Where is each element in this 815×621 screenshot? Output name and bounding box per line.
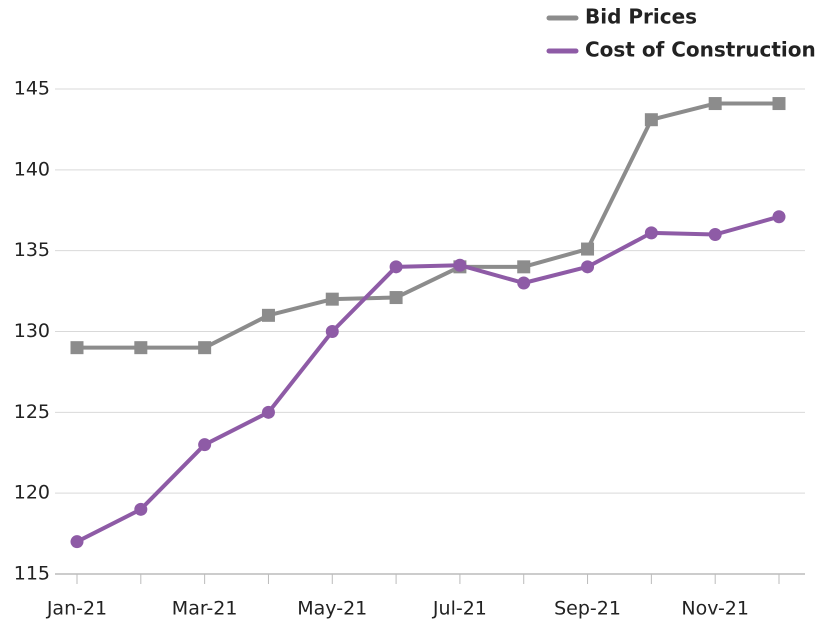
- legend-label: Cost of Construction: [585, 38, 815, 62]
- marker: [389, 291, 403, 305]
- x-tick-label: Jul-21: [432, 598, 487, 620]
- x-tick-label: Sep-21: [554, 598, 621, 620]
- y-tick-label: 125: [14, 401, 50, 423]
- marker: [708, 228, 722, 241]
- marker: [517, 260, 531, 274]
- marker: [198, 438, 212, 452]
- marker: [581, 242, 595, 256]
- y-tick-label: 115: [14, 563, 50, 585]
- marker: [389, 260, 403, 274]
- marker: [70, 341, 84, 355]
- marker: [261, 405, 275, 419]
- x-tick-label: Jan-21: [46, 598, 107, 620]
- marker: [772, 210, 786, 224]
- marker: [581, 260, 595, 274]
- y-tick-label: 120: [14, 482, 50, 504]
- x-tick-label: Mar-21: [172, 598, 238, 620]
- x-tick-label: May-21: [297, 598, 367, 620]
- marker: [261, 308, 275, 322]
- marker: [644, 113, 658, 127]
- y-tick-label: 140: [14, 158, 50, 180]
- marker: [70, 535, 84, 549]
- marker: [198, 341, 212, 355]
- y-tick-label: 135: [14, 239, 50, 261]
- marker: [134, 502, 148, 516]
- y-tick-label: 145: [14, 78, 50, 100]
- marker: [453, 258, 467, 272]
- series-line: [77, 101, 779, 350]
- x-tick-label: Nov-21: [681, 598, 749, 620]
- marker: [708, 97, 722, 111]
- marker: [325, 292, 339, 306]
- marker: [134, 341, 148, 355]
- marker: [517, 276, 531, 290]
- marker: [325, 325, 339, 338]
- series-line: [76, 214, 780, 544]
- legend-label: Bid Prices: [585, 5, 697, 29]
- marker: [772, 97, 786, 111]
- y-tick-label: 130: [14, 320, 50, 342]
- marker: [644, 226, 658, 240]
